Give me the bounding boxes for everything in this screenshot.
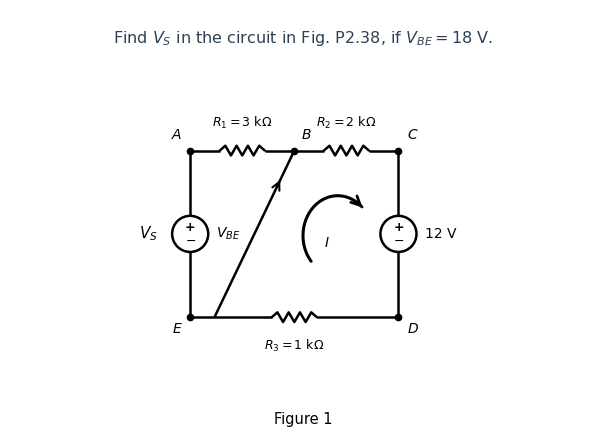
Text: $R_3 = 1\ \mathrm{k\Omega}$: $R_3 = 1\ \mathrm{k\Omega}$ (264, 338, 324, 354)
Text: E: E (173, 322, 182, 336)
Text: B: B (301, 128, 311, 142)
Text: $-$: $-$ (185, 234, 196, 247)
Text: $V_{BE}$: $V_{BE}$ (216, 226, 241, 242)
Text: +: + (185, 221, 196, 234)
Text: C: C (407, 128, 417, 142)
Text: 12 V: 12 V (425, 227, 457, 241)
Text: A: A (172, 128, 182, 142)
Text: $V_S$: $V_S$ (139, 225, 158, 243)
Text: $R_1 = 3\ \mathrm{k\Omega}$: $R_1 = 3\ \mathrm{k\Omega}$ (212, 115, 273, 132)
Text: $R_2 = 2\ \mathrm{k\Omega}$: $R_2 = 2\ \mathrm{k\Omega}$ (316, 115, 376, 132)
Text: D: D (407, 322, 418, 336)
Text: $-$: $-$ (393, 234, 404, 247)
Text: $I$: $I$ (324, 235, 330, 250)
Text: Figure 1: Figure 1 (274, 412, 332, 427)
Text: +: + (393, 221, 404, 234)
Text: Find $V_S$ in the circuit in Fig. P2.38, if $V_{BE} = 18$ V.: Find $V_S$ in the circuit in Fig. P2.38,… (113, 29, 493, 48)
